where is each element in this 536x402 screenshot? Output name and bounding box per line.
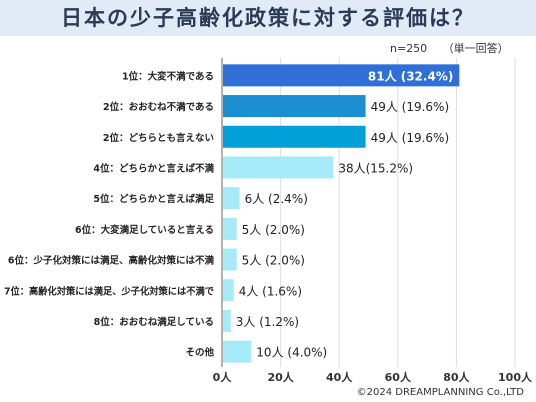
bar [223, 340, 252, 363]
category-label: 5位：どちらかと言えば満足 [93, 193, 214, 205]
x-tick-label: 40人 [326, 370, 353, 384]
value-label: 81人 (32.4%) [368, 68, 453, 83]
copyright-credit: ©2024 DREAMPLANNING Co.,LTD [356, 387, 524, 398]
bar [223, 217, 237, 240]
value-label: 6人 (2.4%) [245, 192, 308, 206]
bar [223, 187, 240, 210]
bar [223, 279, 234, 302]
category-label: 2位：どちらとも言えない [103, 132, 214, 144]
sample-note: n=250 （単一回答） [390, 40, 509, 56]
category-label: 1位：大変不満である [122, 70, 214, 82]
bar [223, 125, 366, 148]
category-label: 8位：おおむね満足している [94, 316, 214, 328]
category-label: 2位：おおむね不満である [103, 101, 214, 113]
x-tick-label: 100人 [498, 370, 533, 384]
bar [223, 95, 366, 118]
x-tick-label: 20人 [267, 370, 294, 384]
bar [223, 248, 237, 271]
category-label: その他 [185, 347, 214, 359]
bar [223, 156, 334, 179]
value-label: 49人 (19.6%) [371, 100, 450, 114]
value-label: 38人(15.2%) [338, 161, 413, 175]
value-label: 4人 (1.6%) [239, 284, 302, 298]
value-label: 3人 (1.2%) [236, 315, 299, 329]
category-label: 6位：大変満足していると言える [75, 224, 214, 236]
bar [223, 64, 460, 87]
x-tick-label: 0人 [213, 370, 233, 384]
category-label: 4位：どちらかと言えば不満 [93, 162, 214, 174]
chart-title: 日本の少子高齢化政策に対する評価は？ [0, 0, 536, 36]
value-label: 5人 (2.0%) [242, 223, 305, 237]
x-tick-label: 60人 [385, 370, 412, 384]
x-tick-label: 80人 [443, 370, 470, 384]
value-label: 10人 (4.0%) [256, 346, 327, 360]
answer-type: （単一回答） [442, 42, 509, 55]
sample-size: n=250 [390, 42, 428, 55]
value-label: 5人 (2.0%) [242, 254, 305, 268]
value-label: 49人 (19.6%) [371, 131, 450, 145]
bar [223, 309, 231, 332]
category-label: 6位：少子化対策には満足、高齢化対策には不満 [8, 255, 215, 267]
category-label: 7位：高齢化対策には満足、少子化対策には不満で [4, 285, 214, 297]
